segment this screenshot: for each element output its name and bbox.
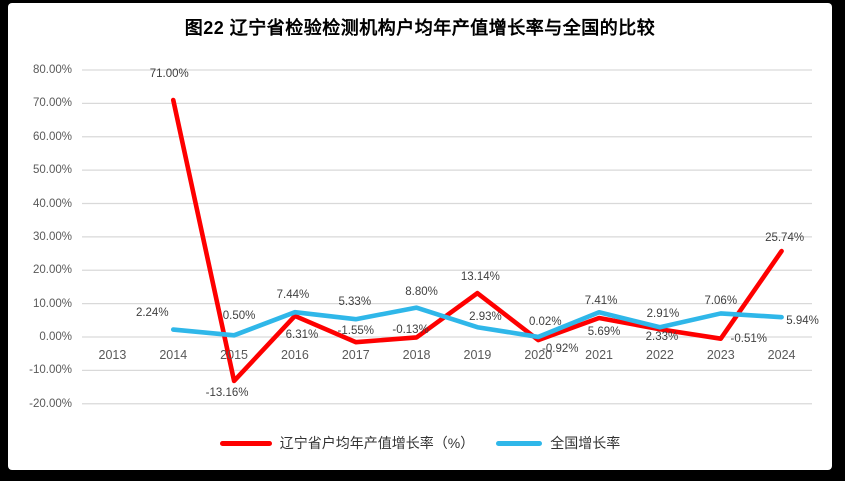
y-axis-tick: 80.00% [32,64,72,76]
data-label: -0.13% [392,324,429,337]
data-label: 8.80% [405,285,438,298]
chart-title: 图22 辽宁省检验检测机构户均年产值增长率与全国的比较 [184,18,656,38]
y-axis-tick: -20.00% [29,397,72,410]
data-label: -13.16% [205,386,249,399]
data-label: 5.33% [338,296,372,309]
data-label: 2.33% [645,331,679,344]
data-label: 13.14% [460,271,500,284]
y-axis-tick: 40.00% [32,197,72,210]
data-label: 71.00% [149,68,189,81]
data-label: 2.24% [135,306,169,319]
x-axis-label: 2020 [524,348,553,362]
x-axis-label: 2017 [341,348,370,362]
x-axis-label: 2021 [585,348,613,362]
x-axis-label: 2024 [767,348,796,362]
data-label: -1.55% [337,325,374,338]
y-axis-tick: 60.00% [32,130,72,143]
data-label: 2.93% [469,311,502,324]
y-axis-tick: -10.00% [29,364,72,377]
x-axis-label: 2016 [281,348,309,362]
y-axis-tick: 20.00% [32,264,72,277]
y-axis-tick: 50.00% [32,164,72,177]
y-axis-tick: 30.00% [32,230,72,243]
x-axis-label: 2013 [98,348,127,362]
legend-line-national-icon [496,440,543,446]
data-label: 2.91% [646,308,680,321]
data-label: 5.94% [786,315,819,328]
x-axis-label: 2014 [159,348,188,362]
y-axis-tick: 0.00% [39,331,72,343]
x-axis-label: 2015 [220,348,248,362]
data-label: -0.51% [730,332,767,345]
data-label: 6.31% [285,328,319,341]
data-label: 0.02% [528,315,562,328]
legend-label-liaoning: 辽宁省户均年产值增长率（%） [279,435,475,451]
x-axis-label: 2019 [463,348,492,362]
x-axis-label: 2022 [646,348,674,362]
x-axis-label: 2018 [402,348,431,362]
legend: 辽宁省户均年产值增长率（%） 全国增长率 [8,433,832,453]
y-axis-tick: 70.00% [32,97,72,110]
y-axis-tick: 10.00% [32,297,72,310]
data-label: -0.92% [542,343,579,356]
series-line-1 [170,305,784,340]
legend-label-national: 全国增长率 [550,435,621,451]
data-label: 7.06% [704,295,738,308]
data-label: 5.69% [587,326,621,338]
legend-line-liaoning-icon [219,440,272,446]
data-label: 25.74% [765,232,805,245]
series-line-0 [170,97,784,384]
data-label: 0.50% [222,310,256,323]
data-label: 7.44% [276,289,310,302]
data-label: 7.41% [584,295,618,308]
x-axis-label: 2023 [706,348,735,362]
